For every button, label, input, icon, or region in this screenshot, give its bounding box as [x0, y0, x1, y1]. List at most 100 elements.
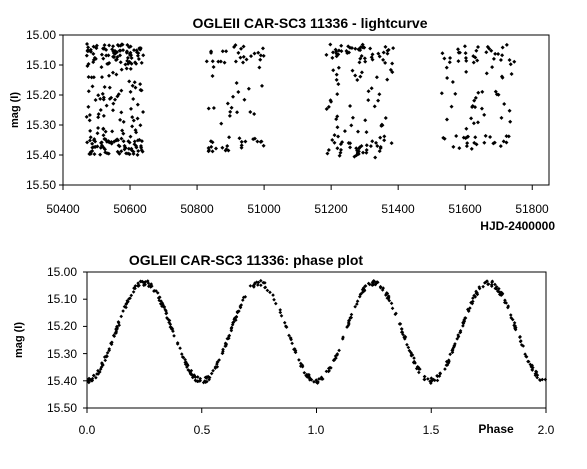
phase-point: [279, 314, 284, 318]
lightcurve-x-tick-label: 50800: [180, 202, 214, 216]
lightcurve-point: [360, 42, 365, 47]
lightcurve-point: [359, 70, 364, 75]
lightcurve-point: [464, 69, 469, 74]
lightcurve-point: [90, 141, 95, 146]
phase-point: [119, 314, 124, 319]
lightcurve-point: [358, 74, 363, 79]
lightcurve-point: [101, 113, 106, 118]
lightcurve-point: [251, 137, 256, 142]
phase-point: [502, 300, 507, 305]
phase-point: [443, 367, 447, 371]
phase-point: [378, 285, 383, 290]
lightcurve-point: [350, 115, 355, 120]
lightcurve-point: [132, 142, 137, 147]
lightcurve-point: [248, 110, 253, 115]
lightcurve-point: [464, 144, 469, 149]
lightcurve-point: [134, 50, 139, 55]
phase-point: [263, 281, 267, 285]
lightcurve-point: [206, 106, 211, 111]
phase-point: [251, 284, 256, 289]
lightcurve-point: [364, 150, 369, 155]
phase-point: [105, 354, 109, 359]
phase-point: [162, 305, 167, 309]
lightcurve-point: [259, 139, 264, 144]
lightcurve-point: [332, 133, 337, 138]
lightcurve-point: [135, 102, 140, 107]
lightcurve-point: [456, 50, 461, 55]
phase-point: [190, 373, 195, 378]
lightcurve-point: [456, 47, 461, 52]
phase-point: [543, 377, 548, 382]
lightcurve-point: [383, 60, 388, 65]
phase-point: [271, 293, 275, 297]
lightcurve-point: [502, 102, 507, 107]
phase-point: [167, 318, 172, 323]
lightcurve-point: [463, 55, 468, 60]
lightcurve-point: [507, 58, 512, 63]
lightcurve-point: [239, 139, 244, 144]
lightcurve-point: [260, 46, 265, 51]
phase-point: [203, 380, 208, 385]
lightcurve-point: [485, 44, 490, 49]
lightcurve-point: [110, 108, 115, 113]
lightcurve-point: [385, 77, 390, 82]
phase-point: [184, 360, 188, 365]
lightcurve-point: [372, 104, 377, 109]
lightcurve-point: [350, 68, 355, 73]
lightcurve-point: [465, 135, 470, 140]
lightcurve-point: [391, 46, 396, 51]
phase-y-tick-label: 15.40: [47, 374, 77, 388]
lightcurve-point: [509, 71, 514, 76]
lightcurve-point: [239, 46, 244, 51]
lightcurve-point: [99, 65, 104, 70]
lightcurve-point: [348, 141, 353, 146]
lightcurve-point: [362, 56, 367, 61]
lightcurve-point: [358, 48, 363, 53]
phase-point: [486, 282, 491, 286]
phase-point: [324, 369, 329, 374]
lightcurve-point: [464, 58, 469, 63]
lightcurve-point: [124, 49, 129, 54]
phase-x-axis-label: Phase: [478, 422, 514, 436]
lightcurve-point: [91, 51, 96, 56]
lightcurve-point: [480, 89, 485, 94]
lightcurve-point: [389, 141, 394, 146]
phase-y-tick-label: 15.00: [47, 265, 77, 279]
lightcurve-point: [473, 55, 478, 60]
lightcurve-point: [90, 84, 95, 89]
lightcurve-point: [335, 125, 340, 130]
lightcurve-point: [216, 59, 221, 64]
phase-point: [113, 331, 118, 335]
lightcurve-point: [104, 53, 109, 58]
lightcurve-point: [377, 92, 382, 97]
lightcurve-point: [235, 110, 240, 115]
lightcurve-point: [368, 46, 373, 51]
lightcurve-point: [111, 44, 116, 49]
lightcurve-point: [119, 149, 124, 154]
lightcurve-point: [355, 151, 360, 156]
lightcurve-point: [219, 121, 224, 126]
phase-point: [394, 311, 398, 316]
lightcurve-x-tick-label: 51200: [314, 202, 348, 216]
phase-point: [273, 301, 278, 306]
phase-point: [241, 298, 245, 302]
lightcurve-point: [353, 46, 358, 51]
lightcurve-chart: OGLEII CAR-SC3 11336 - lightcurve 15.00 …: [9, 15, 555, 233]
phase-point: [389, 301, 394, 306]
phase-point: [506, 305, 510, 310]
phase-point: [131, 290, 136, 294]
lightcurve-point: [340, 140, 345, 145]
phase-point: [255, 283, 260, 287]
lightcurve-y-tick-label: 15.10: [26, 58, 56, 72]
lightcurve-point: [213, 146, 218, 151]
phase-point: [329, 366, 333, 370]
lightcurve-point: [465, 141, 470, 146]
lightcurve-point: [358, 56, 363, 61]
lightcurve-point: [473, 105, 478, 110]
lightcurve-point: [493, 89, 498, 94]
lightcurve-point: [390, 61, 395, 66]
lightcurve-point: [442, 56, 447, 61]
phase-y-tick-label: 15.10: [47, 292, 77, 306]
lightcurve-point: [93, 144, 98, 149]
phase-y-ticks: 15.00 15.10 15.20 15.30 15.40 15.50: [47, 265, 77, 415]
